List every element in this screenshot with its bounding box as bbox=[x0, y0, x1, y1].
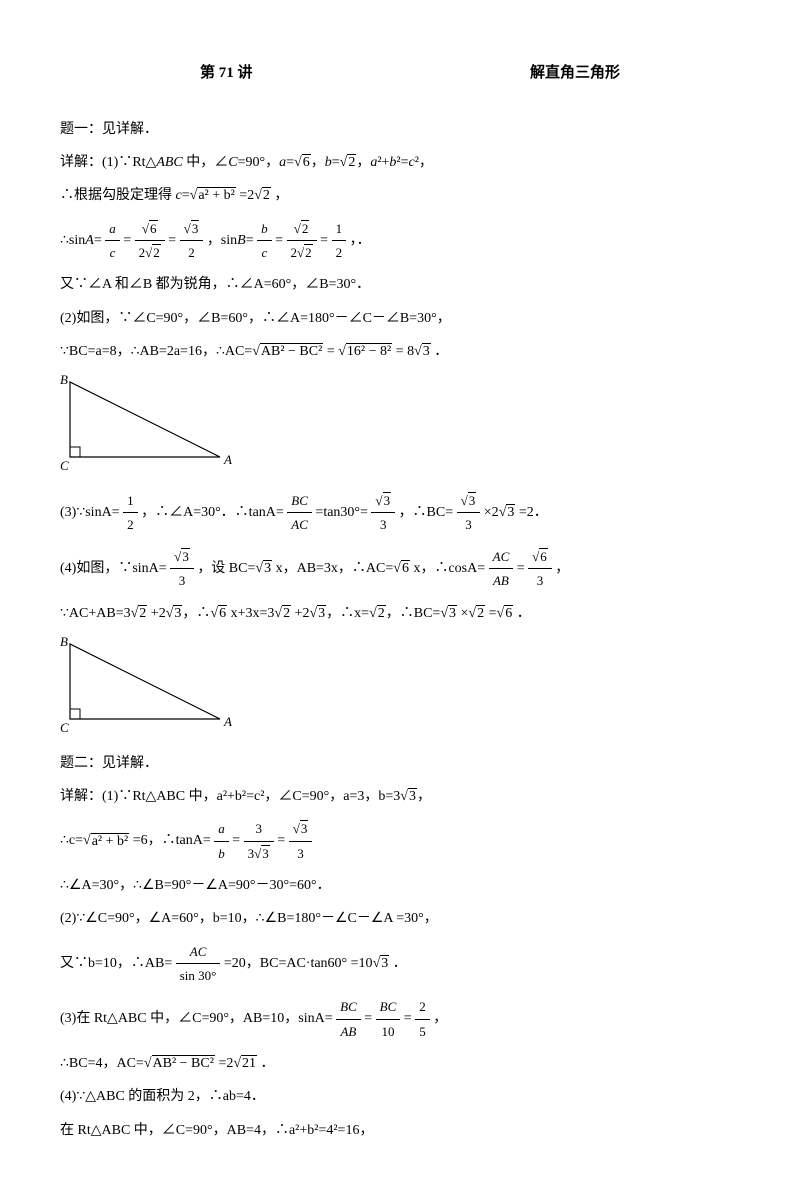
q2-p8: (4)∵△ABC 的面积为 2，∴ab=4． bbox=[60, 1084, 740, 1109]
q1-p3: ∴sinA= ac = √62√2 = √32 ，sinB= bc = √22√… bbox=[60, 217, 740, 265]
q2-p7: ∴BC=4，AC=√AB² − BC² =2√21 ． bbox=[60, 1051, 740, 1076]
q1-p5: (2)如图，∵∠C=90°，∠B=60°，∴∠A=180°－∠C－∠B=30°， bbox=[60, 306, 740, 331]
svg-text:B: B bbox=[60, 372, 68, 387]
lecture-title: 解直角三角形 bbox=[530, 60, 620, 87]
q1-p1: 详解：(1)∵Rt△ABC 中，∠C=90°，a=√6，b=√2，a²+b²=c… bbox=[60, 150, 740, 175]
q1-p9: ∵AC+AB=3√2 +2√3，∴√6 x+3x=3√2 +2√3，∴x=√2，… bbox=[60, 601, 740, 626]
q2-title: 题二：见详解． bbox=[60, 751, 740, 776]
lecture-number: 第 71 讲 bbox=[200, 60, 253, 87]
q1-p2: ∴根据勾股定理得 c=√a² + b² =2√2 ， bbox=[60, 183, 740, 208]
q2-p6: (3)在 Rt△ABC 中，∠C=90°，AB=10，sinA= BCAB = … bbox=[60, 995, 740, 1043]
svg-text:A: A bbox=[223, 714, 232, 729]
q2-p2: ∴c=√a² + b² =6，∴tanA= ab = 33√3 = √33 bbox=[60, 817, 740, 865]
svg-text:A: A bbox=[223, 452, 232, 467]
q1-p7: (3)∵sinA= 12 ，∴∠A=30°．∴tanA= BCAC =tan30… bbox=[60, 489, 740, 537]
q2-p4: (2)∵∠C=90°，∠A=60°，b=10，∴∠B=180°－∠C－∠A =3… bbox=[60, 906, 740, 931]
svg-text:C: C bbox=[60, 720, 69, 734]
q2-p5: 又∵b=10，∴AB= ACsin 30° =20，BC=AC·tan60° =… bbox=[60, 940, 740, 988]
q2-p3: ∴∠A=30°，∴∠B=90°－∠A=90°－30°=60°． bbox=[60, 873, 740, 898]
q1-title: 题一：见详解． bbox=[60, 117, 740, 142]
q1-p8: (4)如图，∵sinA= √33 ，设 BC=√3 x，AB=3x，∴AC=√6… bbox=[60, 545, 740, 593]
triangle-diagram-2: B C A bbox=[60, 634, 740, 743]
triangle-diagram-1: B C A bbox=[60, 372, 740, 481]
q2-p1: 详解：(1)∵Rt△ABC 中，a²+b²=c²，∠C=90°，a=3，b=3√… bbox=[60, 784, 740, 809]
svg-text:C: C bbox=[60, 458, 69, 472]
q1-p4: 又∵∠A 和∠B 都为锐角，∴∠A=60°，∠B=30°． bbox=[60, 272, 740, 297]
q1-p6: ∵BC=a=8，∴AB=2a=16，∴AC=√AB² − BC² = √16² … bbox=[60, 339, 740, 364]
page-header: 第 71 讲 解直角三角形 bbox=[200, 60, 620, 87]
q2-p9: 在 Rt△ABC 中，∠C=90°，AB=4，∴a²+b²=4²=16， bbox=[60, 1118, 740, 1143]
svg-text:B: B bbox=[60, 634, 68, 649]
